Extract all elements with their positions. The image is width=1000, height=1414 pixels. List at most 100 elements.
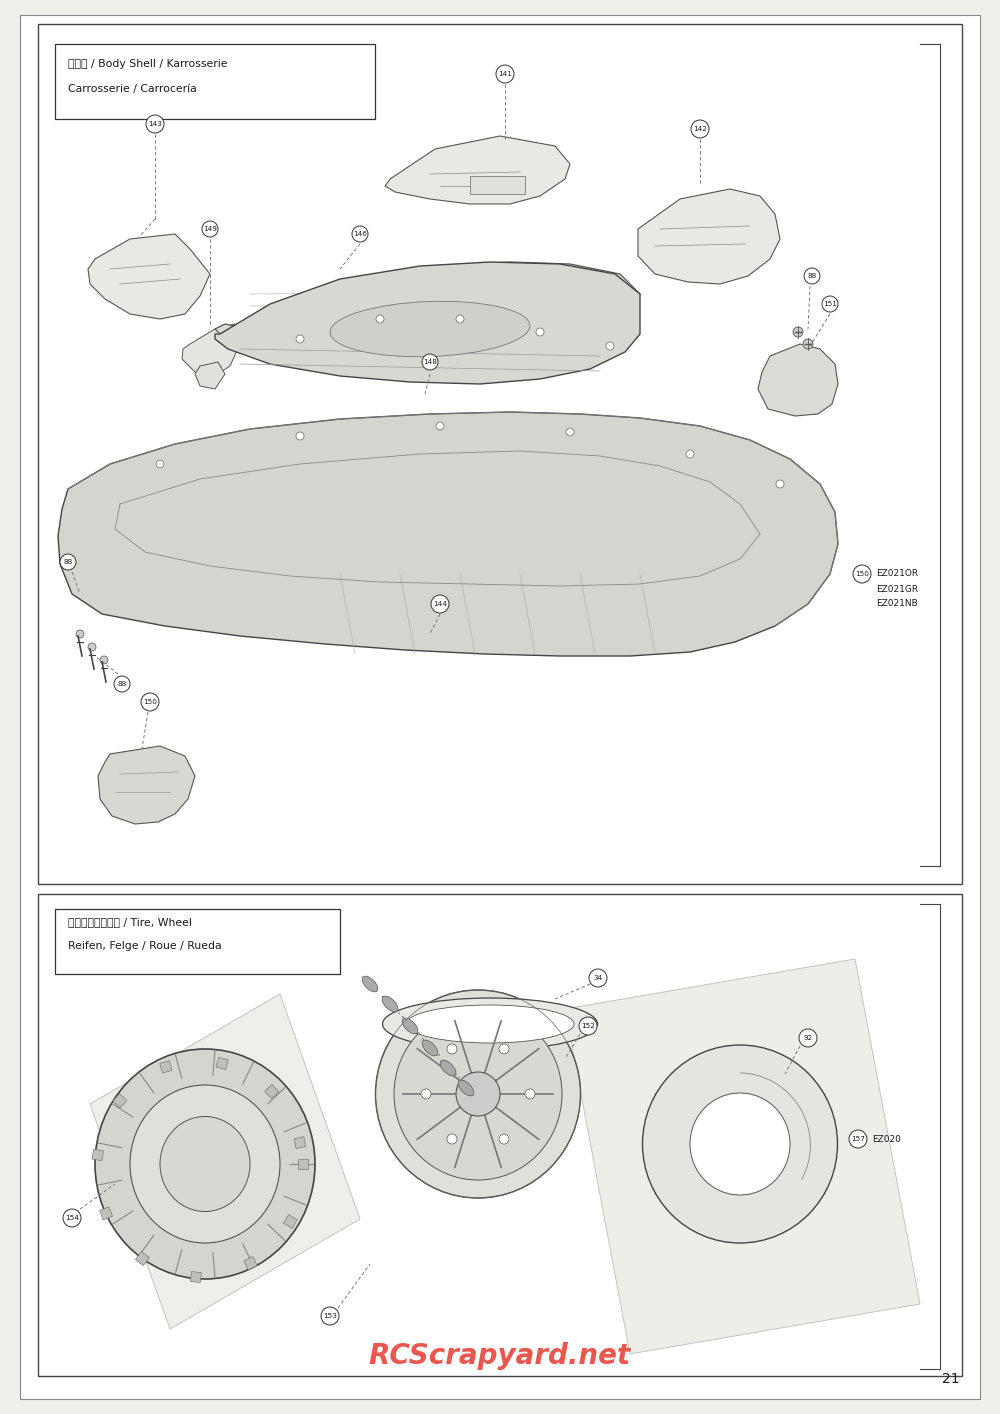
Circle shape [691, 120, 709, 139]
Polygon shape [98, 747, 195, 824]
Circle shape [776, 479, 784, 488]
Text: 92: 92 [803, 1035, 813, 1041]
Circle shape [376, 315, 384, 322]
Text: EZ020: EZ020 [872, 1134, 901, 1144]
Circle shape [202, 221, 218, 238]
Circle shape [822, 296, 838, 312]
Circle shape [456, 315, 464, 322]
Polygon shape [638, 189, 780, 284]
Text: 146: 146 [353, 230, 367, 238]
Ellipse shape [362, 976, 378, 991]
Text: RCScrapyard.net: RCScrapyard.net [369, 1342, 631, 1370]
Circle shape [499, 1134, 509, 1144]
Text: 157: 157 [851, 1135, 865, 1143]
Circle shape [536, 328, 544, 337]
Bar [244, 1257, 257, 1270]
Ellipse shape [642, 1045, 838, 1243]
Text: 34: 34 [593, 976, 603, 981]
Circle shape [63, 1209, 81, 1227]
Bar [160, 1060, 172, 1073]
Text: EZ021OR: EZ021OR [876, 570, 918, 578]
Text: Reifen, Felge / Roue / Rueda: Reifen, Felge / Roue / Rueda [68, 940, 222, 952]
Bar [38, 894, 962, 1376]
Ellipse shape [330, 301, 530, 356]
Circle shape [853, 566, 871, 583]
Ellipse shape [382, 995, 398, 1012]
Circle shape [352, 226, 368, 242]
Bar [190, 1271, 201, 1282]
Circle shape [566, 428, 574, 436]
Bar [294, 1137, 306, 1148]
Text: 88: 88 [807, 273, 817, 279]
Bar [100, 1208, 113, 1220]
Ellipse shape [440, 1060, 456, 1076]
Polygon shape [90, 994, 360, 1329]
Circle shape [60, 554, 76, 570]
Bar [55, 44, 375, 119]
Text: 151: 151 [823, 301, 837, 307]
Polygon shape [758, 344, 838, 416]
Circle shape [803, 339, 813, 349]
Text: 142: 142 [693, 126, 707, 132]
Circle shape [589, 969, 607, 987]
Text: 141: 141 [498, 71, 512, 76]
Circle shape [447, 1134, 457, 1144]
Ellipse shape [690, 1093, 790, 1195]
Bar [135, 1251, 149, 1266]
Ellipse shape [458, 1080, 474, 1096]
Circle shape [421, 1089, 431, 1099]
Polygon shape [215, 262, 640, 385]
Circle shape [156, 460, 164, 468]
Circle shape [499, 1044, 509, 1053]
Bar [298, 1159, 308, 1169]
Ellipse shape [382, 998, 598, 1051]
Circle shape [100, 656, 108, 665]
Text: タイヤ・ホイール / Tire, Wheel: タイヤ・ホイール / Tire, Wheel [68, 918, 192, 928]
Circle shape [456, 1072, 500, 1116]
Circle shape [447, 1044, 457, 1053]
Ellipse shape [95, 1049, 315, 1280]
Text: 149: 149 [203, 226, 217, 232]
Circle shape [579, 1017, 597, 1035]
Ellipse shape [130, 1085, 280, 1243]
Circle shape [422, 354, 438, 370]
Ellipse shape [406, 1005, 574, 1044]
Bar [38, 24, 962, 884]
Ellipse shape [422, 1041, 438, 1056]
Text: 154: 154 [65, 1215, 79, 1222]
Ellipse shape [160, 1117, 250, 1212]
Text: 152: 152 [581, 1022, 595, 1029]
Text: 144: 144 [433, 601, 447, 607]
Polygon shape [195, 362, 225, 389]
Circle shape [146, 115, 164, 133]
Bar [283, 1215, 297, 1229]
Circle shape [496, 65, 514, 83]
Polygon shape [385, 136, 570, 204]
Polygon shape [215, 262, 640, 346]
Polygon shape [58, 411, 838, 656]
Text: 143: 143 [148, 122, 162, 127]
Circle shape [686, 450, 694, 458]
Circle shape [436, 421, 444, 430]
Bar [265, 1085, 279, 1099]
Text: 88: 88 [117, 682, 127, 687]
Ellipse shape [376, 990, 580, 1198]
Text: EZ021GR: EZ021GR [876, 584, 918, 594]
Circle shape [431, 595, 449, 614]
Circle shape [76, 631, 84, 638]
Circle shape [296, 335, 304, 344]
Text: 21: 21 [942, 1372, 960, 1386]
Circle shape [799, 1029, 817, 1046]
Bar [216, 1058, 228, 1069]
Ellipse shape [394, 1008, 562, 1181]
Circle shape [793, 327, 803, 337]
Circle shape [88, 643, 96, 650]
Circle shape [804, 269, 820, 284]
Bar [92, 1150, 104, 1161]
Text: 153: 153 [323, 1314, 337, 1319]
Text: 150: 150 [855, 571, 869, 577]
Text: 88: 88 [63, 559, 73, 566]
Bar [113, 1093, 127, 1107]
Text: EZ021NB: EZ021NB [876, 600, 918, 608]
Polygon shape [565, 959, 920, 1355]
